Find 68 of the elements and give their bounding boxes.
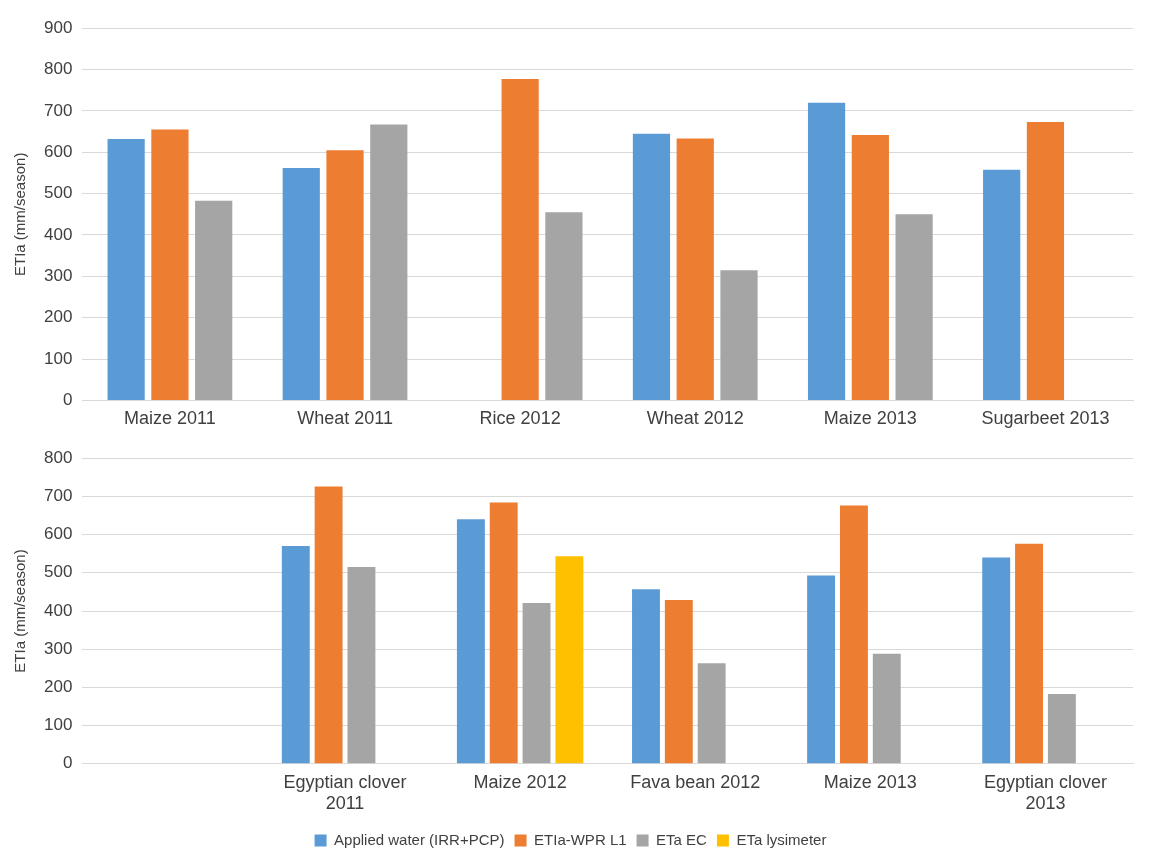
bar xyxy=(501,79,539,400)
bar xyxy=(697,663,726,764)
bar xyxy=(545,212,583,400)
y-tick-label: 600 xyxy=(43,141,73,161)
bar xyxy=(326,150,364,400)
x-tick-label: Fava bean 2012 xyxy=(630,771,761,792)
y-tick-label: 300 xyxy=(43,638,73,658)
bar xyxy=(195,200,233,400)
y-tick-label: 800 xyxy=(43,447,73,467)
x-tick-label: Wheat 2011 xyxy=(297,408,393,429)
y-axis-title: ETIa (mm/season) xyxy=(11,549,29,673)
x-tick-label: Rice 2012 xyxy=(479,408,561,429)
bar xyxy=(489,502,518,764)
x-tick-label: Maize 2013 xyxy=(823,771,917,792)
bar xyxy=(676,138,714,400)
bar xyxy=(522,602,551,764)
x-tick-label: Egyptian clover 2011 xyxy=(283,771,407,814)
bar xyxy=(895,214,933,400)
bar xyxy=(456,519,485,764)
bar xyxy=(151,129,189,400)
x-tick-label: Maize 2012 xyxy=(473,771,567,792)
y-tick-label: 300 xyxy=(43,266,73,286)
bar xyxy=(314,486,343,764)
y-tick-label: 500 xyxy=(43,183,73,203)
y-tick-label: 100 xyxy=(43,348,73,368)
bar xyxy=(632,589,660,764)
bar xyxy=(664,599,693,764)
y-tick-label: 100 xyxy=(43,715,73,735)
y-tick-label: 500 xyxy=(43,562,73,582)
x-tick-label: Egyptian clover 2013 xyxy=(983,771,1107,814)
x-tick-label: Maize 2011 xyxy=(124,408,216,429)
y-tick-label: 800 xyxy=(43,59,73,79)
bar xyxy=(281,546,310,764)
y-tick-label: 400 xyxy=(43,224,73,244)
bar xyxy=(1047,693,1076,764)
y-tick-label: 200 xyxy=(43,307,73,327)
bar xyxy=(282,167,320,400)
bar xyxy=(107,139,145,400)
bar xyxy=(370,124,408,400)
y-tick-label: 600 xyxy=(43,524,73,544)
bar xyxy=(632,133,671,400)
bar xyxy=(807,575,836,764)
bar xyxy=(807,102,846,400)
y-tick-label: 0 xyxy=(62,390,73,410)
y-tick-label: 200 xyxy=(43,677,73,697)
y-tick-label: 0 xyxy=(62,753,73,773)
legend-label: ETa EC xyxy=(656,830,708,848)
bar xyxy=(720,270,758,400)
bar xyxy=(872,653,901,764)
y-tick-label: 700 xyxy=(43,100,73,120)
bar xyxy=(1015,543,1043,764)
y-tick-label: 900 xyxy=(43,17,73,37)
legend-label: ETIa-WPR L1 xyxy=(534,830,627,848)
y-tick-label: 400 xyxy=(43,600,73,620)
x-tick-label: Wheat 2012 xyxy=(646,408,744,429)
y-tick-label: 700 xyxy=(43,486,73,506)
bar xyxy=(851,134,889,400)
x-tick-label: Maize 2013 xyxy=(823,408,917,429)
legend-label: ETa lysimeter xyxy=(736,830,827,848)
legend-label: Applied water (IRR+PCP) xyxy=(334,830,505,848)
bar xyxy=(983,169,1021,400)
x-tick-label: Sugarbeet 2013 xyxy=(981,408,1110,429)
bar xyxy=(1026,122,1065,400)
bar xyxy=(555,556,584,764)
bar xyxy=(839,505,868,764)
bar xyxy=(347,567,376,764)
y-axis-title: ETIa (mm/season) xyxy=(11,152,29,276)
bar xyxy=(982,557,1011,764)
